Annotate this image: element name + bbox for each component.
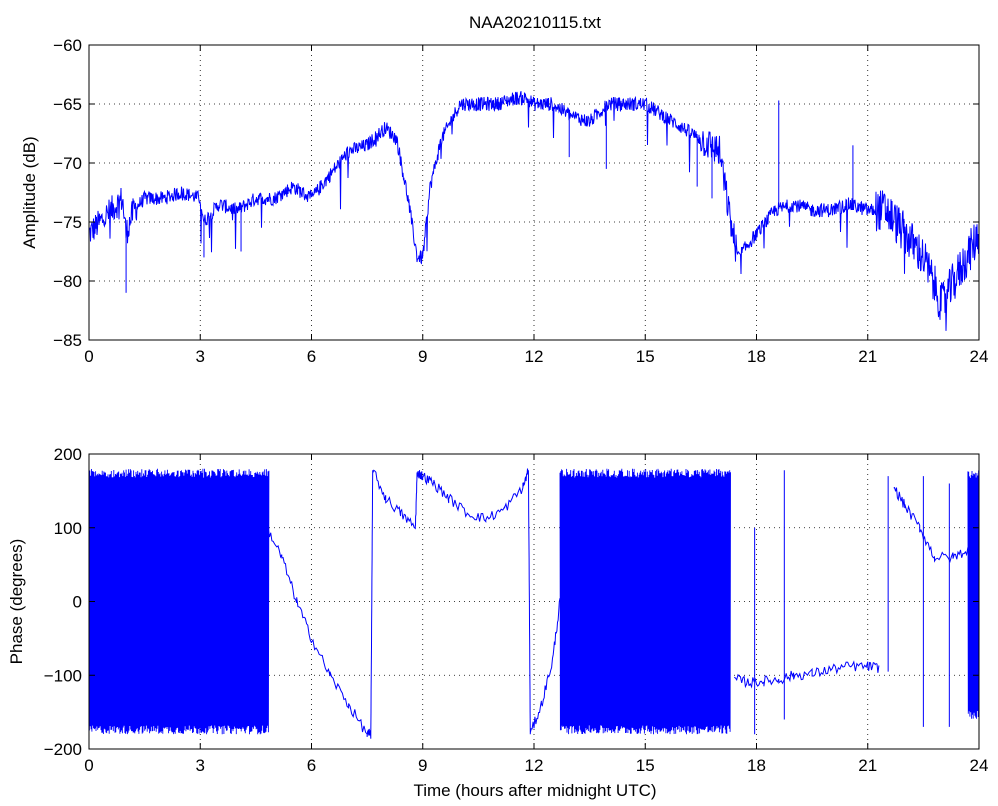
x-tick-label: 6 xyxy=(307,347,316,366)
phase-axis-label: Phase (degrees) xyxy=(7,539,26,665)
chart-title: NAA20210115.txt xyxy=(469,13,601,32)
x-tick-label: 15 xyxy=(636,756,655,775)
y-tick-label: −100 xyxy=(44,666,82,685)
y-tick-label: 200 xyxy=(54,445,82,464)
series-group xyxy=(89,468,979,739)
x-tick-label: 15 xyxy=(636,347,655,366)
y-tick-label: −200 xyxy=(44,740,82,759)
x-tick-label: 3 xyxy=(196,756,205,775)
series-group xyxy=(89,91,979,331)
phase-wrap-band xyxy=(559,468,731,735)
x-tick-label: 18 xyxy=(747,347,766,366)
y-tick-label: −70 xyxy=(53,154,82,173)
y-tick-label: −80 xyxy=(53,272,82,291)
amplitude-axis-label: Amplitude (dB) xyxy=(20,136,39,248)
phase-series-line xyxy=(893,486,969,563)
amplitude-panel: 0 3 6 9 12 15 18 21 24 −85 −80 −75 −70 −65 −60 Amplitud… xyxy=(20,36,988,366)
x-tick-label: 21 xyxy=(858,347,877,366)
x-axis-label: Time (hours after midnight UTC) xyxy=(413,781,656,800)
y-tick-label: −60 xyxy=(53,36,82,55)
x-tick-label: 9 xyxy=(418,756,427,775)
x-tick-label: 21 xyxy=(858,756,877,775)
phase-series-line xyxy=(734,660,880,689)
amplitude-series-line xyxy=(89,91,979,331)
x-tick-label: 12 xyxy=(525,756,544,775)
x-tick-label: 12 xyxy=(525,347,544,366)
phase-panel: 0 3 6 9 12 15 18 21 24 −200 −100 0 100 200 Phase (degr… xyxy=(7,445,988,775)
phase-series-line xyxy=(266,468,561,739)
y-tick-label: −85 xyxy=(53,331,82,350)
y-tick-label: 0 xyxy=(73,593,82,612)
y-tick-label: −65 xyxy=(53,95,82,114)
x-tick-label: 18 xyxy=(747,756,766,775)
phase-wrap-band xyxy=(89,468,270,735)
y-tick-label: −75 xyxy=(53,213,82,232)
phase-wrap-band xyxy=(967,470,979,719)
x-tick-label: 24 xyxy=(970,756,989,775)
x-tick-label: 3 xyxy=(196,347,205,366)
x-tick-label: 0 xyxy=(84,756,93,775)
x-tick-label: 0 xyxy=(84,347,93,366)
y-tick-label: 100 xyxy=(54,519,82,538)
x-tick-label: 9 xyxy=(418,347,427,366)
x-tick-label: 6 xyxy=(307,756,316,775)
x-tick-label: 24 xyxy=(970,347,989,366)
